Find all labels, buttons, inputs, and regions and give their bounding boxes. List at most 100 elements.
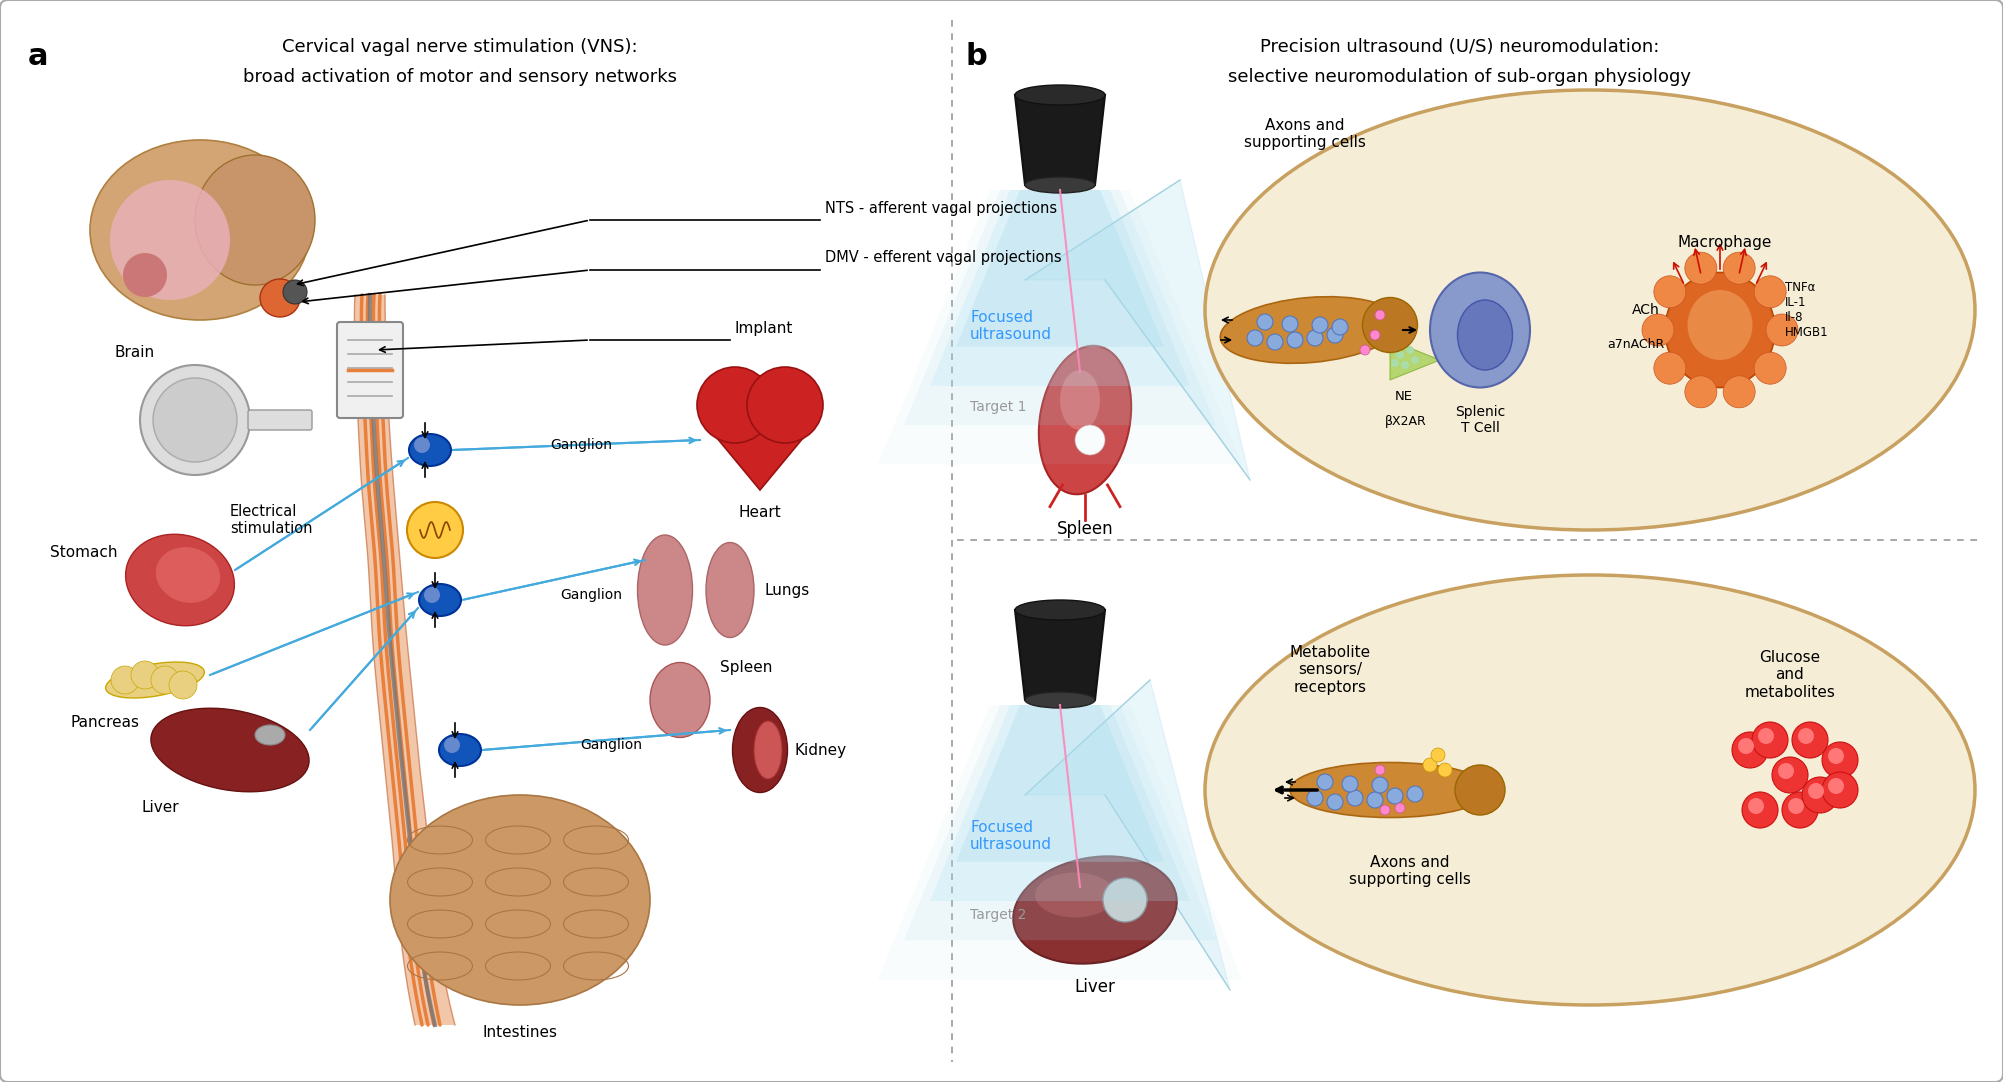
Text: Brain: Brain <box>114 345 154 360</box>
Circle shape <box>1372 777 1388 793</box>
Circle shape <box>1258 314 1274 330</box>
Circle shape <box>1743 792 1779 828</box>
Circle shape <box>1642 314 1675 346</box>
Ellipse shape <box>1016 601 1106 620</box>
Text: Splenic
T Cell: Splenic T Cell <box>1454 405 1504 435</box>
Circle shape <box>130 661 158 689</box>
Circle shape <box>1342 776 1358 792</box>
Ellipse shape <box>1014 856 1176 964</box>
Circle shape <box>1759 728 1775 744</box>
Polygon shape <box>955 705 1164 861</box>
Circle shape <box>1396 351 1404 359</box>
Circle shape <box>1733 733 1769 768</box>
Circle shape <box>1346 790 1362 806</box>
Circle shape <box>1308 330 1324 346</box>
Text: DMV - efferent vagal projections: DMV - efferent vagal projections <box>825 250 1062 265</box>
Text: broad activation of motor and sensory networks: broad activation of motor and sensory ne… <box>242 68 677 85</box>
Polygon shape <box>955 190 1164 347</box>
Polygon shape <box>1016 95 1106 185</box>
Polygon shape <box>1390 340 1440 380</box>
Ellipse shape <box>651 662 709 738</box>
FancyBboxPatch shape <box>337 322 403 418</box>
Circle shape <box>1318 774 1334 790</box>
Circle shape <box>1783 792 1819 828</box>
Ellipse shape <box>126 535 234 625</box>
Circle shape <box>140 365 250 475</box>
Circle shape <box>425 588 441 603</box>
Circle shape <box>1312 317 1328 333</box>
Circle shape <box>1366 792 1382 808</box>
Ellipse shape <box>1036 872 1116 918</box>
Polygon shape <box>929 190 1190 386</box>
Polygon shape <box>929 705 1190 901</box>
Ellipse shape <box>409 434 451 466</box>
Ellipse shape <box>110 180 230 300</box>
Text: Ganglion: Ganglion <box>561 588 623 602</box>
Circle shape <box>1410 356 1418 364</box>
Polygon shape <box>355 295 455 1025</box>
Text: Stomach: Stomach <box>50 545 118 560</box>
Circle shape <box>1739 738 1755 754</box>
Circle shape <box>150 667 178 694</box>
Circle shape <box>1654 353 1687 384</box>
Text: Metabolite
sensors/
receptors: Metabolite sensors/ receptors <box>1290 645 1370 695</box>
Circle shape <box>1332 319 1348 335</box>
Circle shape <box>1268 334 1284 349</box>
Circle shape <box>1755 276 1787 307</box>
Circle shape <box>1390 359 1398 367</box>
Ellipse shape <box>1220 296 1400 364</box>
Circle shape <box>1076 425 1106 456</box>
Circle shape <box>407 502 463 558</box>
Circle shape <box>1723 252 1755 285</box>
Circle shape <box>1328 794 1342 810</box>
Ellipse shape <box>733 708 787 792</box>
Circle shape <box>282 280 306 304</box>
Circle shape <box>1789 799 1805 814</box>
Circle shape <box>1829 778 1845 794</box>
Circle shape <box>1422 758 1436 771</box>
Text: Precision ultrasound (U/S) neuromodulation:: Precision ultrasound (U/S) neuromodulati… <box>1260 38 1660 56</box>
Ellipse shape <box>90 140 310 320</box>
Ellipse shape <box>1026 177 1096 193</box>
Circle shape <box>1400 361 1408 369</box>
Circle shape <box>152 378 236 462</box>
Ellipse shape <box>1687 290 1753 360</box>
Polygon shape <box>903 190 1216 425</box>
Circle shape <box>1799 728 1815 744</box>
Circle shape <box>1248 330 1264 346</box>
Circle shape <box>1394 803 1404 813</box>
Circle shape <box>1104 878 1148 922</box>
Text: Electrical
stimulation: Electrical stimulation <box>230 504 312 537</box>
Text: Macrophage: Macrophage <box>1679 235 1773 250</box>
Ellipse shape <box>705 542 753 637</box>
Circle shape <box>1430 748 1444 762</box>
Ellipse shape <box>1430 273 1530 387</box>
Text: Glucose
and
metabolites: Glucose and metabolites <box>1745 650 1835 700</box>
Ellipse shape <box>419 584 461 616</box>
Circle shape <box>1723 375 1755 408</box>
Ellipse shape <box>1060 370 1100 430</box>
Circle shape <box>1328 327 1342 343</box>
Text: Axons and
supporting cells: Axons and supporting cells <box>1350 855 1470 887</box>
Text: TNFα
IL-1
Il-8
HMGB1: TNFα IL-1 Il-8 HMGB1 <box>1785 281 1829 339</box>
Circle shape <box>1282 316 1298 332</box>
Circle shape <box>415 437 431 453</box>
Text: Liver: Liver <box>1074 978 1116 997</box>
Polygon shape <box>1026 180 1250 480</box>
Circle shape <box>1803 777 1839 813</box>
Circle shape <box>1288 332 1304 348</box>
Circle shape <box>168 671 196 699</box>
Circle shape <box>1753 722 1789 758</box>
Text: b: b <box>965 42 987 71</box>
Text: Target 2: Target 2 <box>969 908 1026 922</box>
Text: Lungs: Lungs <box>765 582 811 597</box>
Polygon shape <box>903 705 1216 940</box>
Ellipse shape <box>1206 575 1975 1005</box>
Text: Spleen: Spleen <box>1058 520 1114 538</box>
Circle shape <box>1406 346 1414 354</box>
Circle shape <box>1779 763 1795 779</box>
Circle shape <box>1755 353 1787 384</box>
Ellipse shape <box>260 279 300 317</box>
Text: NE: NE <box>1394 390 1412 403</box>
Text: ACh: ACh <box>1632 303 1660 317</box>
